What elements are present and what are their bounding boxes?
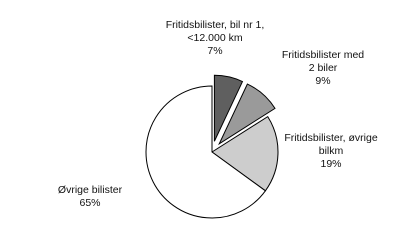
value-label: 9% — [315, 75, 331, 87]
pie-slice — [145, 85, 267, 219]
category-label: Øvrige bilister — [57, 184, 123, 196]
slice-label: Fritidsbilister med 2 biler 9% — [278, 49, 368, 88]
value-label: 19% — [320, 158, 342, 170]
slice-label: Fritidsbilister, øvrige bilkm 19% — [284, 132, 378, 171]
category-label: Fritidsbilister, bil nr 1, <12.000 km — [165, 19, 265, 44]
value-label: 7% — [207, 45, 223, 57]
slice-label: Fritidsbilister, bil nr 1, <12.000 km 7% — [163, 19, 267, 58]
pie-slice — [213, 74, 244, 142]
value-label: 65% — [79, 197, 101, 209]
slice-label: Øvrige bilister 65% — [40, 184, 140, 210]
category-label: Fritidsbilister med 2 biler — [281, 49, 365, 74]
category-label: Fritidsbilister, øvrige bilkm — [284, 132, 378, 157]
pie-slice — [218, 83, 276, 146]
pie-slice — [211, 115, 279, 192]
